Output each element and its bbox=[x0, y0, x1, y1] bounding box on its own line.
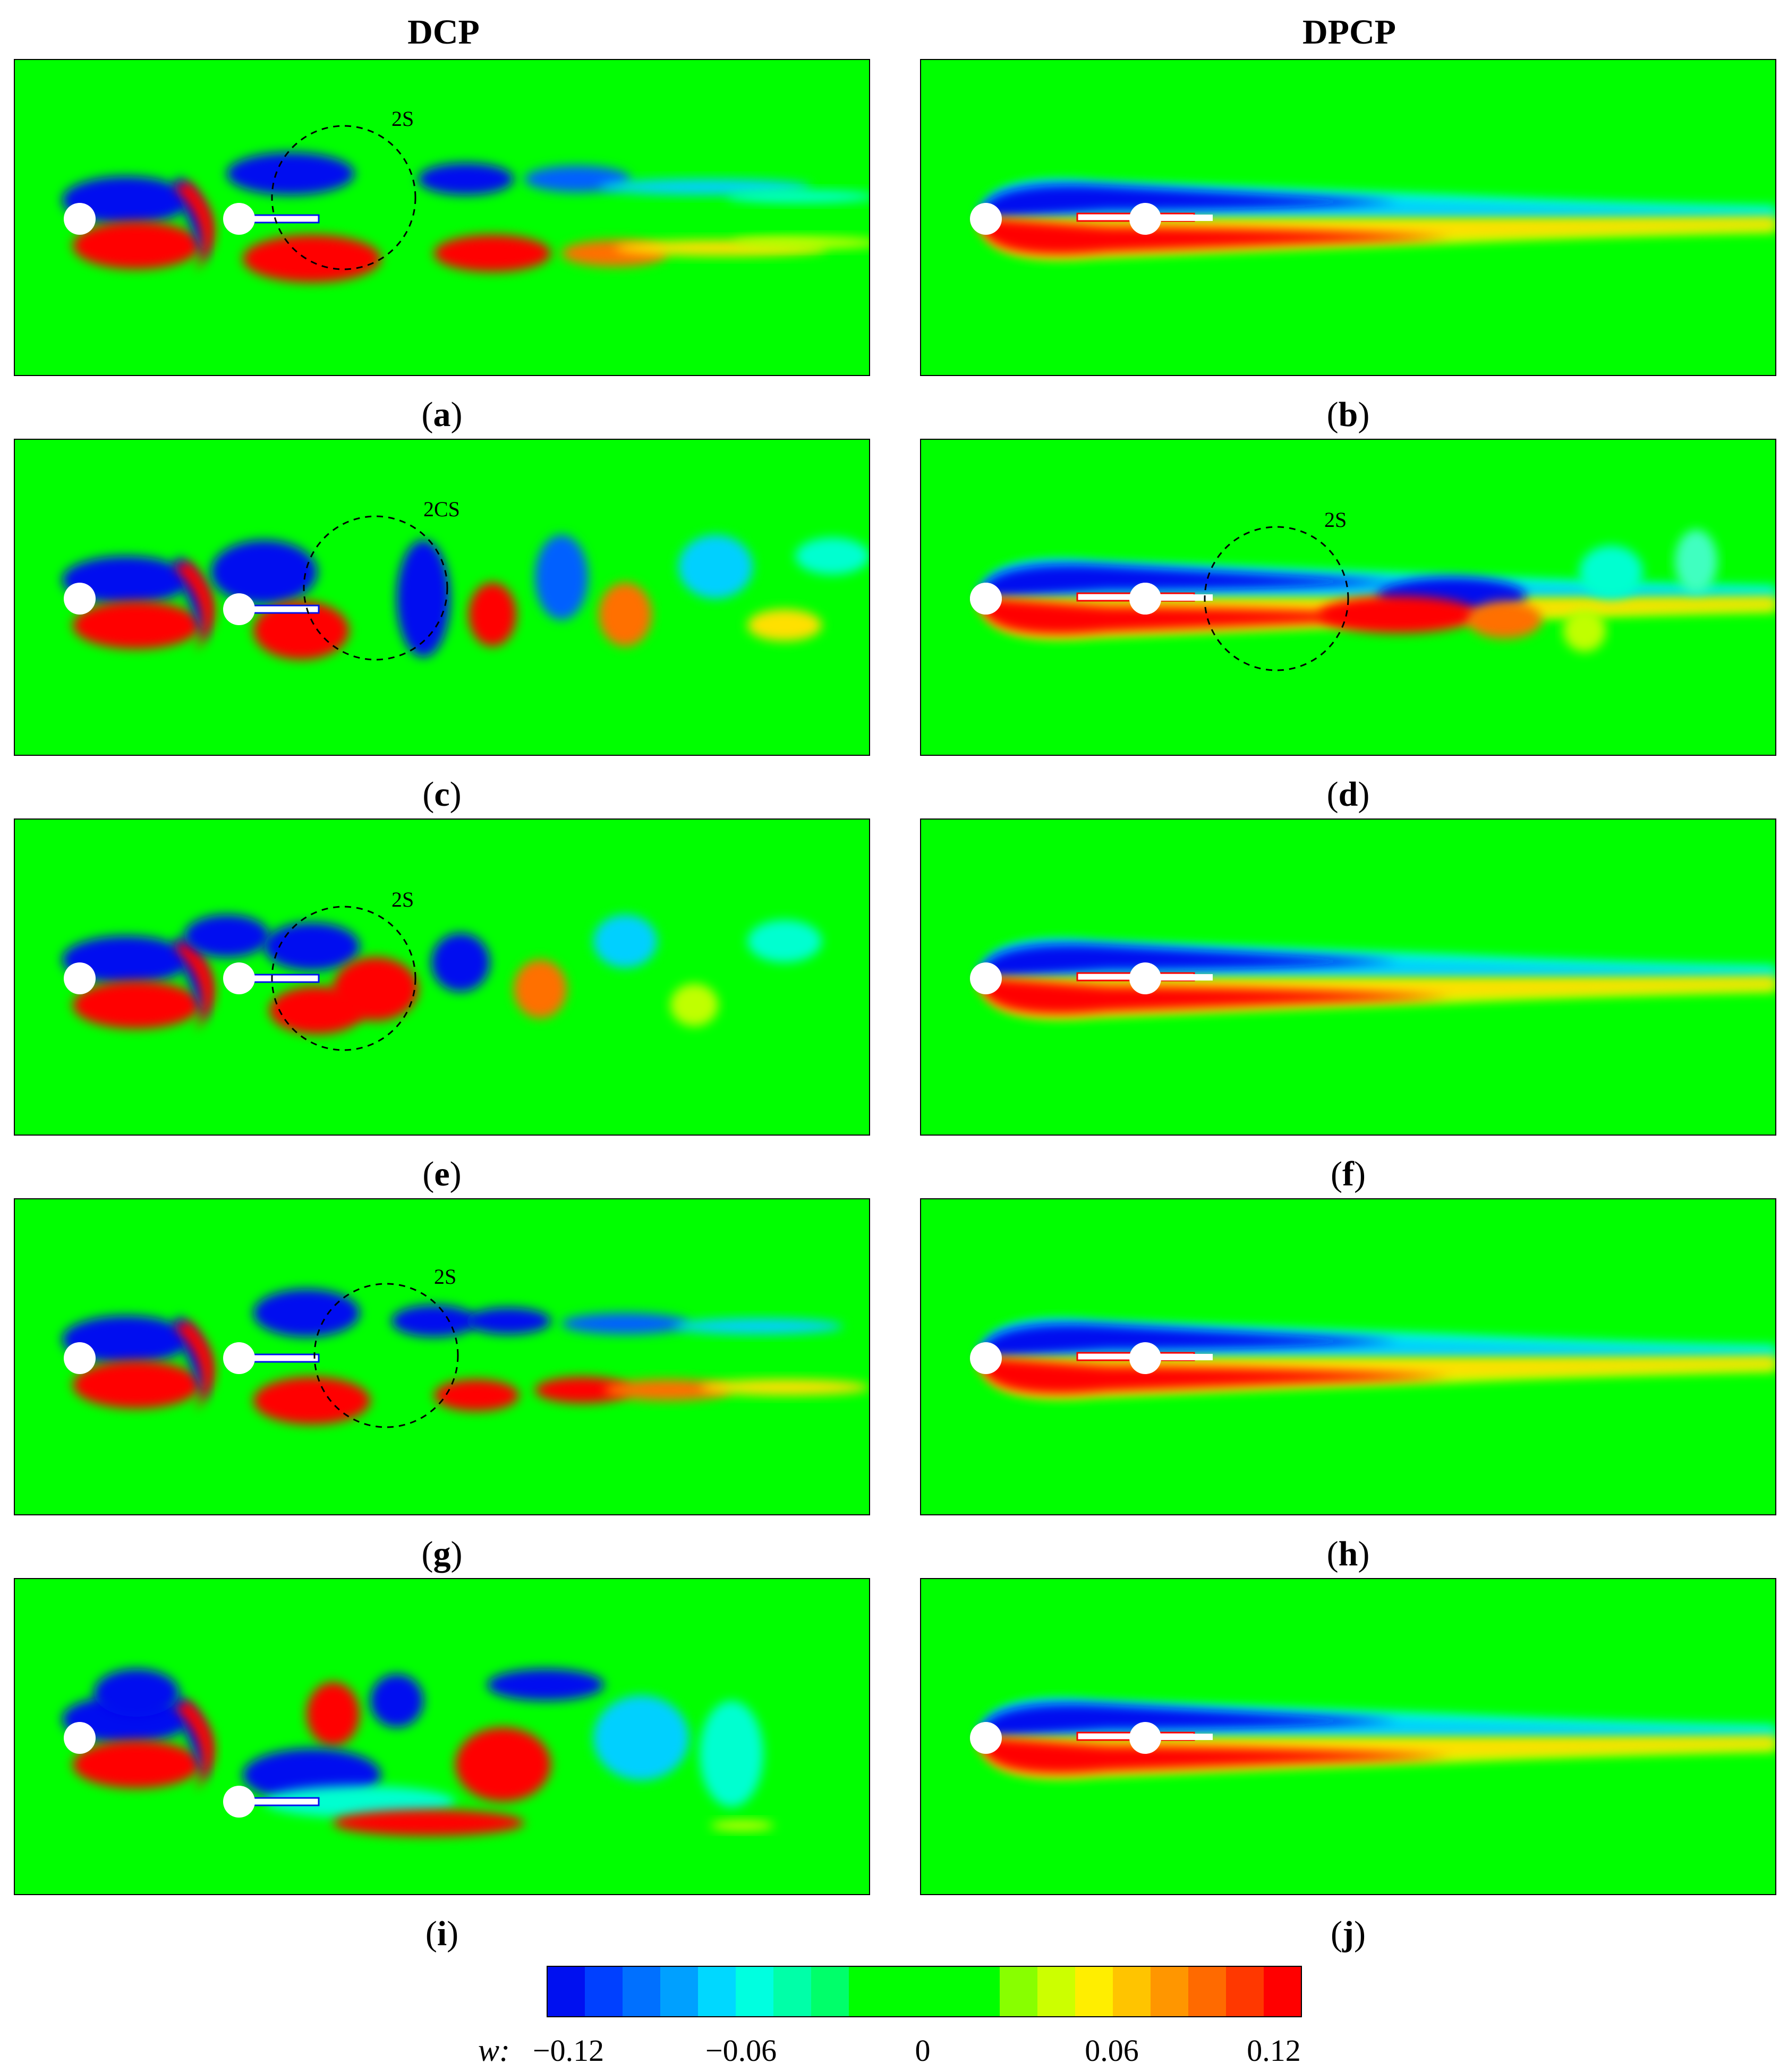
colorbar-swatch-1 bbox=[547, 1966, 585, 2017]
colorbar-swatch-18 bbox=[1188, 1966, 1227, 2017]
colorbar-tick-3: 0 bbox=[915, 2033, 931, 2068]
panel-a-annotation: 2S bbox=[391, 107, 414, 131]
colorbar-swatch-10 bbox=[887, 1966, 925, 2017]
panel-a-circle bbox=[271, 125, 416, 270]
panel-c-circle bbox=[303, 515, 448, 661]
panel-label-a: (a) bbox=[422, 395, 463, 434]
panel-h: (h) bbox=[920, 1198, 1776, 1573]
panel-label-h: (h) bbox=[1327, 1534, 1370, 1573]
colorbar-tick-2: −0.06 bbox=[705, 2033, 777, 2068]
colorbar-swatch-20 bbox=[1264, 1966, 1302, 2017]
panel-label-i: (i) bbox=[425, 1914, 458, 1953]
panel-g-annotation: 2S bbox=[434, 1265, 456, 1289]
column-title-dpcp: DPCP bbox=[1302, 13, 1396, 52]
colorbar-swatch-9 bbox=[849, 1966, 887, 2017]
column-title-dcp: DCP bbox=[407, 13, 480, 52]
colorbar-label: w: bbox=[478, 2033, 510, 2068]
panel-label-j: (j) bbox=[1331, 1914, 1366, 1953]
colorbar-tick-4: 0.06 bbox=[1085, 2033, 1139, 2068]
panel-e-annotation: 2S bbox=[391, 888, 414, 911]
panel-e: 2S (e) bbox=[14, 818, 870, 1193]
panel-b: (b) bbox=[920, 59, 1776, 434]
panel-i: (i) bbox=[14, 1578, 870, 1953]
panel-label-e: (e) bbox=[422, 1155, 461, 1193]
colorbar-swatch-14 bbox=[1037, 1966, 1076, 2017]
panel-label-g: (g) bbox=[422, 1534, 463, 1573]
panel-c-annotation: 2CS bbox=[423, 497, 460, 521]
colorbar-swatch-3 bbox=[623, 1966, 661, 2017]
panel-f: (f) bbox=[920, 818, 1776, 1193]
colorbar-swatch-8 bbox=[811, 1966, 849, 2017]
panel-label-d: (d) bbox=[1327, 775, 1370, 814]
colorbar-swatch-15 bbox=[1075, 1966, 1113, 2017]
colorbar bbox=[547, 1966, 1302, 2017]
colorbar-swatch-2 bbox=[585, 1966, 623, 2017]
panel-d: 2S (d) bbox=[920, 439, 1776, 814]
panel-c: 2CS (c) bbox=[14, 439, 870, 814]
colorbar-swatch-13 bbox=[1000, 1966, 1038, 2017]
panel-a: 2S (a) bbox=[14, 59, 870, 434]
panel-d-circle bbox=[1204, 526, 1349, 671]
colorbar-swatch-17 bbox=[1151, 1966, 1189, 2017]
colorbar-tick-5: 0.12 bbox=[1247, 2033, 1301, 2068]
colorbar-swatch-5 bbox=[698, 1966, 736, 2017]
panel-d-annotation: 2S bbox=[1324, 508, 1347, 532]
panel-label-b: (b) bbox=[1327, 395, 1370, 434]
colorbar-swatch-4 bbox=[660, 1966, 699, 2017]
colorbar-swatch-12 bbox=[962, 1966, 1000, 2017]
panel-e-circle bbox=[271, 906, 416, 1051]
colorbar-swatch-6 bbox=[736, 1966, 774, 2017]
panel-label-f: (f) bbox=[1331, 1155, 1366, 1193]
panel-j: (j) bbox=[920, 1578, 1776, 1953]
colorbar-swatch-7 bbox=[773, 1966, 812, 2017]
colorbar-tick-1: −0.12 bbox=[533, 2033, 604, 2068]
panel-g-circle bbox=[313, 1283, 459, 1428]
colorbar-swatch-16 bbox=[1113, 1966, 1151, 2017]
colorbar-swatch-19 bbox=[1226, 1966, 1264, 2017]
colorbar-swatch-11 bbox=[924, 1966, 963, 2017]
panel-grid: 2S (a) (b) 2CS (c) 2S (d) 2S (e) (f) 2S (g) (h) (i) (j… bbox=[14, 59, 1776, 1953]
panel-g: 2S (g) bbox=[14, 1198, 870, 1573]
panel-label-c: (c) bbox=[422, 775, 461, 814]
